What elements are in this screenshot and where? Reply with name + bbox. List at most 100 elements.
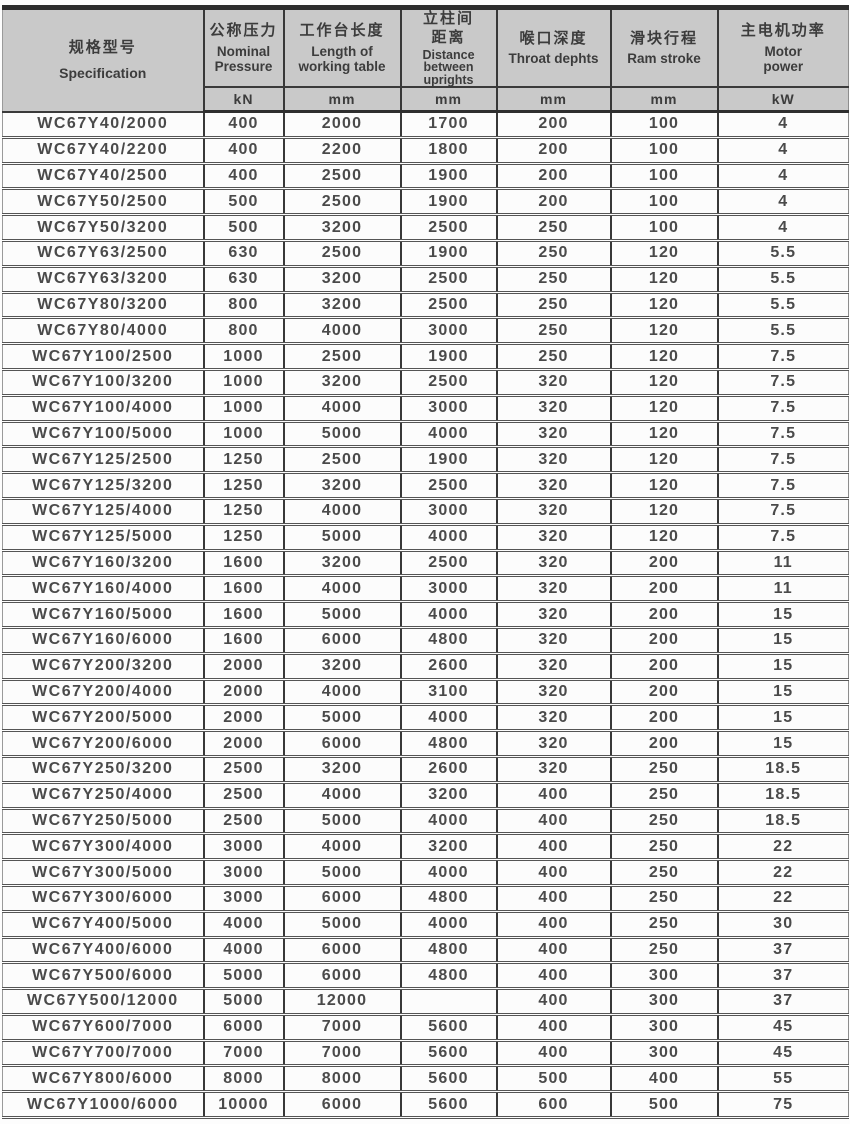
- value-cell: 630: [202, 266, 284, 294]
- spec-row: WC67Y50/2500 500 2500 1900 200 100 4: [2, 188, 849, 217]
- value-cell: 5000: [282, 421, 401, 449]
- value-cell: 200: [495, 163, 611, 191]
- value-cell: 2000: [202, 730, 284, 758]
- value-cell: 400: [495, 962, 611, 991]
- value-cell: 500: [609, 1091, 718, 1120]
- header-uprights-distance-en: Distance between uprights: [422, 47, 475, 87]
- value-cell: 200: [495, 137, 611, 165]
- value-cell: 300: [609, 988, 718, 1016]
- value-cell: 5000: [282, 601, 401, 629]
- value-cell: 2500: [282, 343, 401, 371]
- model-cell: WC67Y800/6000: [2, 1065, 204, 1094]
- value-cell: 30: [716, 911, 849, 939]
- spec-table-body: WC67Y40/2000 400 2000 1700 200 100 4 WC67Y40/22…: [2, 111, 849, 1120]
- value-cell: 120: [609, 369, 718, 397]
- value-cell: 3200: [282, 756, 401, 784]
- value-cell: 120: [609, 343, 718, 371]
- header-throat-depth: 喉口深度 Throat dephts: [495, 7, 611, 88]
- value-cell: 400: [202, 163, 284, 191]
- model-cell: WC67Y600/7000: [2, 1014, 204, 1042]
- value-cell: 5000: [282, 911, 401, 939]
- spec-row: WC67Y700/7000 7000 7000 5600 400 300 45: [2, 1040, 849, 1068]
- value-cell: 7000: [282, 1014, 401, 1042]
- spec-sheet: 规格型号 Specification 公称压力 Nominal Pressure…: [2, 5, 849, 1120]
- value-cell: 250: [495, 214, 611, 242]
- value-cell: 2500: [399, 292, 497, 320]
- value-cell: 2200: [282, 137, 401, 165]
- value-cell: 4000: [399, 859, 497, 887]
- model-cell: WC67Y63/2500: [2, 240, 204, 268]
- value-cell: 15: [716, 679, 849, 707]
- header-motor-power-en: Motor power: [763, 43, 804, 74]
- value-cell: 3200: [282, 472, 401, 500]
- value-cell: 4: [716, 188, 849, 217]
- value-cell: 320: [495, 498, 611, 526]
- value-cell: 250: [609, 833, 718, 862]
- value-cell: 3000: [399, 575, 497, 604]
- value-cell: 200: [609, 627, 718, 655]
- spec-row: WC67Y200/3200 2000 3200 2600 320 200 15: [2, 653, 849, 681]
- spec-row: WC67Y400/6000 4000 6000 4800 400 250 37: [2, 937, 849, 965]
- value-cell: 1250: [202, 472, 284, 500]
- model-cell: WC67Y63/3200: [2, 266, 204, 294]
- value-cell: 7000: [202, 1040, 284, 1068]
- value-cell: 5600: [399, 1091, 497, 1120]
- header-throat-depth-en: Throat dephts: [508, 51, 599, 67]
- value-cell: 300: [609, 962, 718, 991]
- spec-row: WC67Y125/5000 1250 5000 4000 320 120 7.5: [2, 524, 849, 552]
- value-cell: 1600: [202, 601, 284, 629]
- value-cell: 7.5: [716, 369, 849, 397]
- header-throat-depth-zh: 喉口深度: [519, 29, 588, 47]
- model-cell: WC67Y300/6000: [2, 885, 204, 913]
- value-cell: 120: [609, 446, 718, 475]
- header-motor-power: 主电机功率 Motor power: [716, 7, 849, 88]
- value-cell: 5.5: [716, 292, 849, 320]
- value-cell: 1250: [202, 498, 284, 526]
- value-cell: 250: [609, 911, 718, 939]
- value-cell: 1000: [202, 421, 284, 449]
- value-cell: 120: [609, 317, 718, 346]
- value-cell: 10000: [202, 1091, 284, 1120]
- value-cell: 200: [609, 679, 718, 707]
- value-cell: 3000: [202, 885, 284, 913]
- model-cell: WC67Y40/2500: [2, 163, 204, 191]
- value-cell: 2500: [282, 163, 401, 191]
- value-cell: 8000: [202, 1065, 284, 1094]
- value-cell: 2500: [282, 188, 401, 217]
- value-cell: 3000: [399, 395, 497, 423]
- value-cell: 1250: [202, 446, 284, 475]
- value-cell: 5000: [282, 524, 401, 552]
- value-cell: 320: [495, 524, 611, 552]
- value-cell: 120: [609, 421, 718, 449]
- spec-row: WC67Y250/4000 2500 4000 3200 400 250 18.5: [2, 782, 849, 810]
- value-cell: 4: [716, 111, 849, 139]
- value-cell: 200: [609, 601, 718, 629]
- value-cell: 4000: [399, 524, 497, 552]
- header-nominal-pressure-en: Nominal Pressure: [214, 43, 273, 74]
- spec-row: WC67Y125/2500 1250 2500 1900 320 120 7.5: [2, 446, 849, 475]
- value-cell: 400: [495, 885, 611, 913]
- value-cell: 2500: [202, 782, 284, 810]
- value-cell: 250: [609, 782, 718, 810]
- value-cell: 400: [609, 1065, 718, 1094]
- header-specification-en: Specification: [59, 64, 147, 81]
- value-cell: 4800: [399, 937, 497, 965]
- value-cell: 600: [495, 1091, 611, 1120]
- model-cell: WC67Y700/7000: [2, 1040, 204, 1068]
- header-uprights-distance: 立柱间 距离 Distance between uprights: [399, 7, 497, 88]
- value-cell: 250: [495, 266, 611, 294]
- value-cell: 2500: [399, 550, 497, 578]
- value-cell: 2000: [202, 704, 284, 733]
- header-working-table-length: 工作台长度 Length of working table: [282, 7, 401, 88]
- value-cell: 1000: [202, 395, 284, 423]
- model-cell: WC67Y80/4000: [2, 317, 204, 346]
- value-cell: 1600: [202, 550, 284, 578]
- model-cell: WC67Y500/12000: [2, 988, 204, 1016]
- value-cell: 400: [495, 1040, 611, 1068]
- value-cell: 250: [495, 240, 611, 268]
- value-cell: 4000: [399, 808, 497, 836]
- value-cell: 120: [609, 292, 718, 320]
- value-cell: 4000: [399, 911, 497, 939]
- value-cell: 7.5: [716, 395, 849, 423]
- value-cell: 8000: [282, 1065, 401, 1094]
